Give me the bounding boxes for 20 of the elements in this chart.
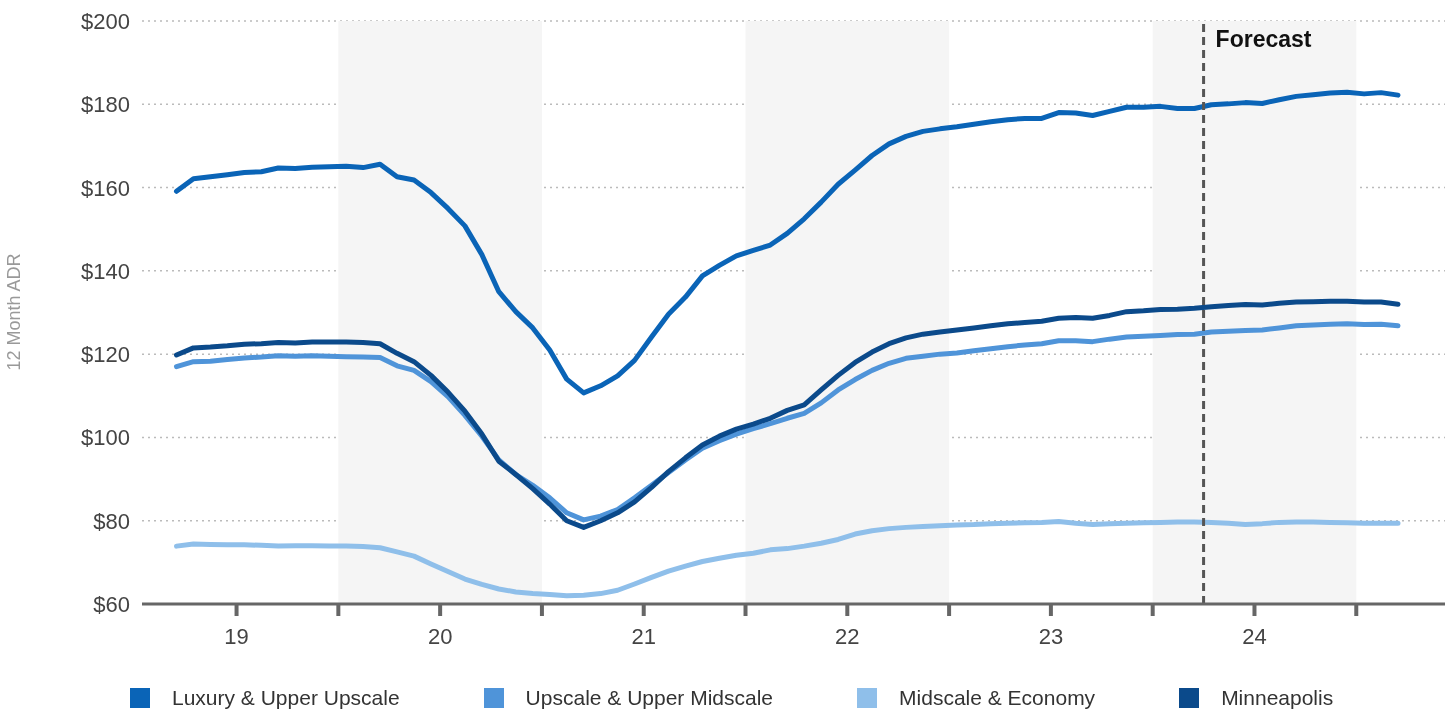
y-tick-label: $120	[81, 342, 130, 368]
legend-label: Luxury & Upper Upscale	[172, 686, 400, 710]
y-tick-label: $160	[81, 175, 130, 201]
y-tick-label: $60	[93, 592, 130, 617]
x-tick-label: 24	[1242, 624, 1267, 649]
y-tick-label: $180	[81, 92, 130, 118]
y-axis-title: 12 Month ADR	[4, 253, 24, 371]
x-tick-label: 20	[427, 624, 453, 649]
legend-label: Minneapolis	[1221, 686, 1334, 710]
x-tick-label: 22	[835, 624, 860, 649]
x-tick-label: 21	[631, 624, 656, 649]
x-tick-label: 19	[224, 624, 249, 649]
legend-label: Midscale & Economy	[899, 686, 1096, 710]
x-tick-label: 23	[1038, 624, 1064, 649]
y-tick-label: $100	[81, 425, 130, 451]
y-tick-label: $200	[81, 9, 130, 34]
ref-line-label: Forecast	[1215, 26, 1312, 52]
legend-label: Upscale & Upper Midscale	[525, 686, 774, 710]
y-tick-label: $140	[81, 258, 130, 284]
y-tick-label: $80	[93, 508, 130, 534]
